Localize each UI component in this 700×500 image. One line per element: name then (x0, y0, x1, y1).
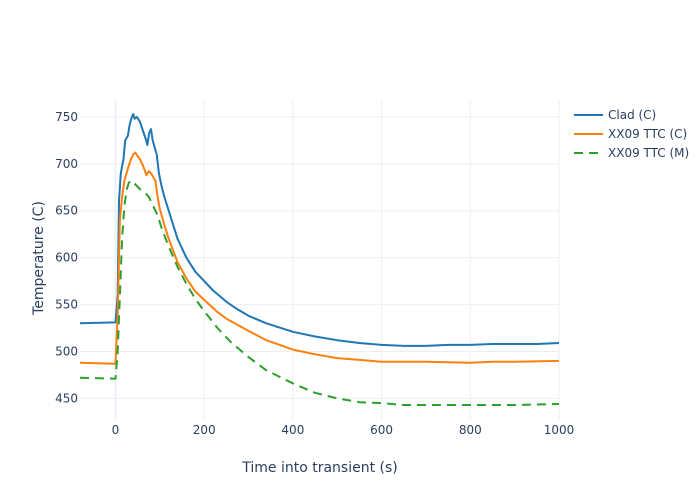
x-axis-ticks: 0 200 400 600 800 1000 (112, 423, 575, 437)
y-tick-label: 650 (55, 204, 78, 218)
x-tick-label: 1000 (544, 423, 575, 437)
legend-label-1: Clad (C) (608, 108, 656, 122)
series-line-1 (79, 113, 560, 347)
legend: Clad (C) XX09 TTC (C) XX09 TTC (M) (574, 108, 689, 160)
y-tick-label: 500 (55, 344, 78, 358)
series-lines (79, 113, 560, 406)
y-tick-label: 550 (55, 298, 78, 312)
x-tick-label: 0 (112, 423, 120, 437)
x-tick-label: 200 (193, 423, 216, 437)
legend-label-3: XX09 TTC (M) (608, 146, 689, 160)
x-axis-title: Time into transient (s) (241, 460, 398, 476)
y-tick-label: 450 (55, 391, 78, 405)
x-tick-label: 800 (459, 423, 482, 437)
y-tick-label: 700 (55, 157, 78, 171)
y-axis-ticks: 450 500 550 600 650 700 750 (55, 110, 78, 406)
y-tick-label: 600 (55, 251, 78, 265)
x-tick-label: 600 (370, 423, 393, 437)
series-line-3 (79, 179, 560, 406)
series-line-2 (79, 151, 560, 365)
x-tick-label: 400 (281, 423, 304, 437)
y-axis-title: Temperature (C) (31, 201, 47, 316)
legend-label-2: XX09 TTC (C) (608, 127, 687, 141)
y-tick-label: 750 (55, 110, 78, 124)
